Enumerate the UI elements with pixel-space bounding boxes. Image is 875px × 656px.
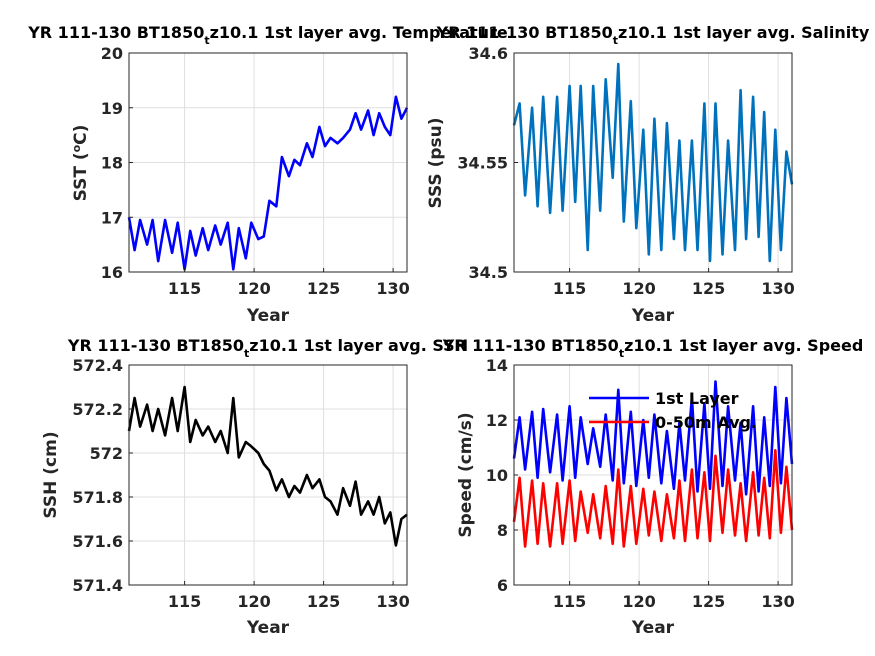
series-line-1 [512, 380, 794, 496]
panel-4-xlabel: Year [631, 618, 675, 638]
y-tick-label: 34.6 [469, 44, 508, 63]
x-tick-label: 125 [692, 279, 725, 298]
panel-4-title: YR 111-130 BT1850tz10.1 1st layer avg. S… [442, 336, 864, 360]
x-tick-label: 115 [553, 279, 586, 298]
y-tick-label: 14 [486, 356, 508, 375]
x-tick-label: 120 [237, 592, 270, 611]
y-tick-label: 17 [101, 208, 123, 227]
panel-3-ylabel: SSH (cm) [41, 431, 61, 518]
panel-4-ylabel: Speed (cm/s) [456, 412, 476, 537]
y-tick-label: 571.8 [72, 488, 123, 507]
y-tick-label: 16 [101, 263, 123, 282]
x-tick-label: 115 [168, 592, 201, 611]
x-tick-label: 125 [692, 592, 725, 611]
x-tick-label: 120 [622, 279, 655, 298]
panel-2-plot: 115 120 125 130 34.5 34.55 34.6 [457, 44, 794, 298]
x-tick-label: 130 [761, 592, 794, 611]
panel-3-xlabel: Year [246, 618, 290, 638]
y-tick-label: 19 [101, 99, 123, 118]
panel-3-plot: 115 120 125 130 571.4 571.6 571.8 572 572.2 572.4 [72, 356, 409, 611]
panel-ssh: YR 111-130 BT1850tz10.1 1st layer avg. S… [41, 336, 468, 638]
y-tick-label: 10 [486, 466, 508, 485]
x-tick-label: 120 [622, 592, 655, 611]
panel-2-xlabel: Year [631, 306, 675, 326]
legend-label-1: 1st Layer [655, 389, 739, 408]
plot-area [129, 365, 407, 585]
y-tick-label: 8 [497, 521, 508, 540]
y-tick-label: 12 [486, 411, 508, 430]
y-tick-label: 20 [101, 44, 123, 63]
x-tick-label: 120 [237, 279, 270, 298]
panel-1-plot: 115 120 125 130 16 17 18 19 20 [101, 44, 410, 298]
panel-1-title: YR 111-130 BT1850tz10.1 1st layer avg. T… [27, 23, 508, 47]
panel-2-ylabel: SSS (psu) [426, 117, 446, 208]
y-tick-label: 572 [90, 444, 123, 463]
x-tick-label: 115 [168, 279, 201, 298]
series-line-2 [512, 448, 794, 548]
panel-4-plot: 115 120 125 130 6 8 10 12 14 1st Layer 0-50m Avg. [486, 356, 795, 611]
y-tick-label: 571.6 [72, 532, 123, 551]
series-line-1 [127, 95, 409, 271]
y-tick-label: 572.2 [72, 400, 123, 419]
axes-box [128, 364, 408, 586]
series-line-1 [512, 62, 794, 263]
y-tick-label: 571.4 [72, 576, 123, 595]
panel-2-title: YR 111-130 BT1850tz10.1 1st layer avg. S… [436, 23, 870, 47]
panel-3-title: YR 111-130 BT1850tz10.1 1st layer avg. S… [67, 336, 468, 360]
x-tick-label: 125 [307, 279, 340, 298]
panel-salinity: YR 111-130 BT1850tz10.1 1st layer avg. S… [426, 23, 870, 326]
panel-speed: YR 111-130 BT1850tz10.1 1st layer avg. S… [442, 336, 864, 638]
y-tick-label: 34.55 [457, 154, 508, 173]
x-tick-label: 130 [761, 279, 794, 298]
x-tick-label: 125 [307, 592, 340, 611]
legend-label-2: 0-50m Avg. [655, 413, 757, 432]
y-tick-label: 18 [101, 154, 123, 173]
series-line-1 [127, 385, 408, 547]
y-tick-label: 6 [497, 576, 508, 595]
panel-1-ylabel: SST (oC) [70, 125, 91, 202]
x-tick-label: 115 [553, 592, 586, 611]
panel-temperature: YR 111-130 BT1850tz10.1 1st layer avg. T… [27, 23, 508, 326]
y-tick-label: 34.5 [469, 263, 508, 282]
panel-1-xlabel: Year [246, 306, 290, 326]
x-tick-label: 130 [376, 592, 409, 611]
x-tick-label: 130 [376, 279, 409, 298]
y-tick-label: 572.4 [72, 356, 123, 375]
